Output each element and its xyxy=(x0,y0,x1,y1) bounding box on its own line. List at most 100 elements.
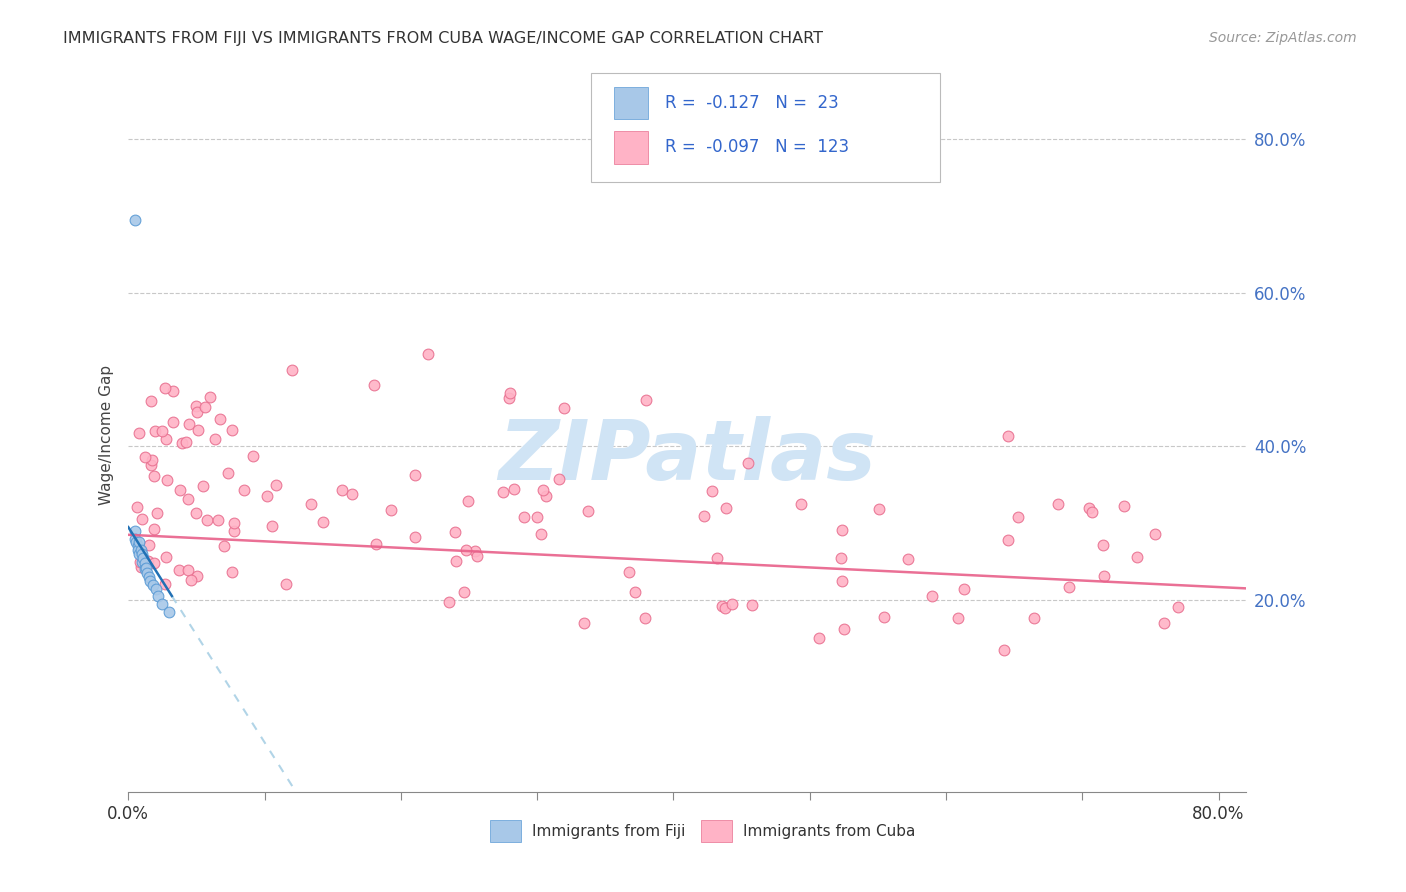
Point xyxy=(713,601,735,615)
Point xyxy=(534,489,557,503)
Point xyxy=(416,347,439,361)
Point xyxy=(136,554,159,568)
Point xyxy=(124,524,146,538)
Point xyxy=(1081,505,1104,519)
Point xyxy=(176,563,198,577)
Point xyxy=(711,599,734,613)
Point xyxy=(150,597,173,611)
Point xyxy=(170,436,193,450)
Point xyxy=(572,615,595,630)
Point xyxy=(204,432,226,446)
Point xyxy=(127,539,149,553)
Point xyxy=(242,449,264,463)
Point xyxy=(454,542,477,557)
Point xyxy=(139,574,162,588)
Point xyxy=(498,391,520,405)
Point xyxy=(714,501,737,516)
Point xyxy=(636,393,658,408)
Point xyxy=(232,483,254,498)
Point xyxy=(873,610,896,624)
Point xyxy=(177,417,200,432)
Point xyxy=(1153,616,1175,631)
Point xyxy=(134,562,156,576)
Point xyxy=(221,423,243,437)
Y-axis label: Wage/Income Gap: Wage/Income Gap xyxy=(100,365,114,505)
Point xyxy=(437,595,460,609)
Point xyxy=(217,466,239,480)
Point xyxy=(138,570,160,584)
Point xyxy=(138,538,160,552)
Point xyxy=(830,551,852,566)
Point xyxy=(124,212,146,227)
Point xyxy=(135,561,157,575)
Point xyxy=(157,605,180,619)
Point xyxy=(834,623,856,637)
Point xyxy=(162,415,184,429)
Point xyxy=(145,507,167,521)
Point xyxy=(139,393,162,408)
Point xyxy=(128,555,150,569)
Point xyxy=(131,547,153,561)
Point xyxy=(174,435,197,450)
Point xyxy=(624,585,647,599)
Point xyxy=(186,399,208,413)
Point xyxy=(150,424,173,438)
Text: R =  -0.097   N =  123: R = -0.097 N = 123 xyxy=(665,138,849,156)
Point xyxy=(953,582,976,596)
Text: Immigrants from Cuba: Immigrants from Cuba xyxy=(744,823,915,838)
Point xyxy=(134,450,156,465)
Point xyxy=(693,508,716,523)
Point xyxy=(148,589,170,603)
Point xyxy=(453,585,475,599)
Point xyxy=(145,582,167,596)
Point xyxy=(143,556,166,570)
Point xyxy=(492,484,515,499)
Point xyxy=(207,513,229,527)
Point xyxy=(128,547,150,561)
Point xyxy=(513,509,536,524)
Point xyxy=(129,560,152,574)
Point xyxy=(187,424,209,438)
Point xyxy=(128,535,150,549)
Point xyxy=(129,543,152,558)
Point xyxy=(364,537,387,551)
Point xyxy=(136,566,159,581)
Point xyxy=(198,390,221,404)
Point xyxy=(617,566,640,580)
Point xyxy=(921,589,943,603)
Point xyxy=(169,483,191,498)
Point xyxy=(548,472,571,486)
Point xyxy=(444,554,467,568)
Point xyxy=(256,489,278,503)
Point xyxy=(153,576,176,591)
Point xyxy=(404,530,426,544)
Point xyxy=(404,468,426,483)
Point xyxy=(134,556,156,570)
Point xyxy=(897,552,920,566)
Point xyxy=(997,533,1019,547)
Point xyxy=(184,506,207,520)
Point xyxy=(124,532,146,546)
Point xyxy=(741,598,763,612)
Point xyxy=(209,412,232,426)
Point xyxy=(330,483,353,497)
Point xyxy=(531,483,554,497)
Point xyxy=(142,522,165,536)
Point xyxy=(264,477,287,491)
Point xyxy=(299,497,322,511)
Point xyxy=(153,380,176,394)
Text: ZIPatlas: ZIPatlas xyxy=(498,416,876,497)
Point xyxy=(281,362,304,376)
Point xyxy=(1092,538,1115,552)
Point xyxy=(132,550,155,565)
Point xyxy=(221,565,243,579)
Point xyxy=(162,384,184,398)
Point xyxy=(807,631,830,645)
Point xyxy=(127,500,149,514)
Point xyxy=(464,544,486,558)
Point xyxy=(363,378,385,392)
Point xyxy=(224,524,246,538)
Point xyxy=(530,527,553,541)
Point xyxy=(180,573,202,587)
Point xyxy=(997,429,1019,443)
